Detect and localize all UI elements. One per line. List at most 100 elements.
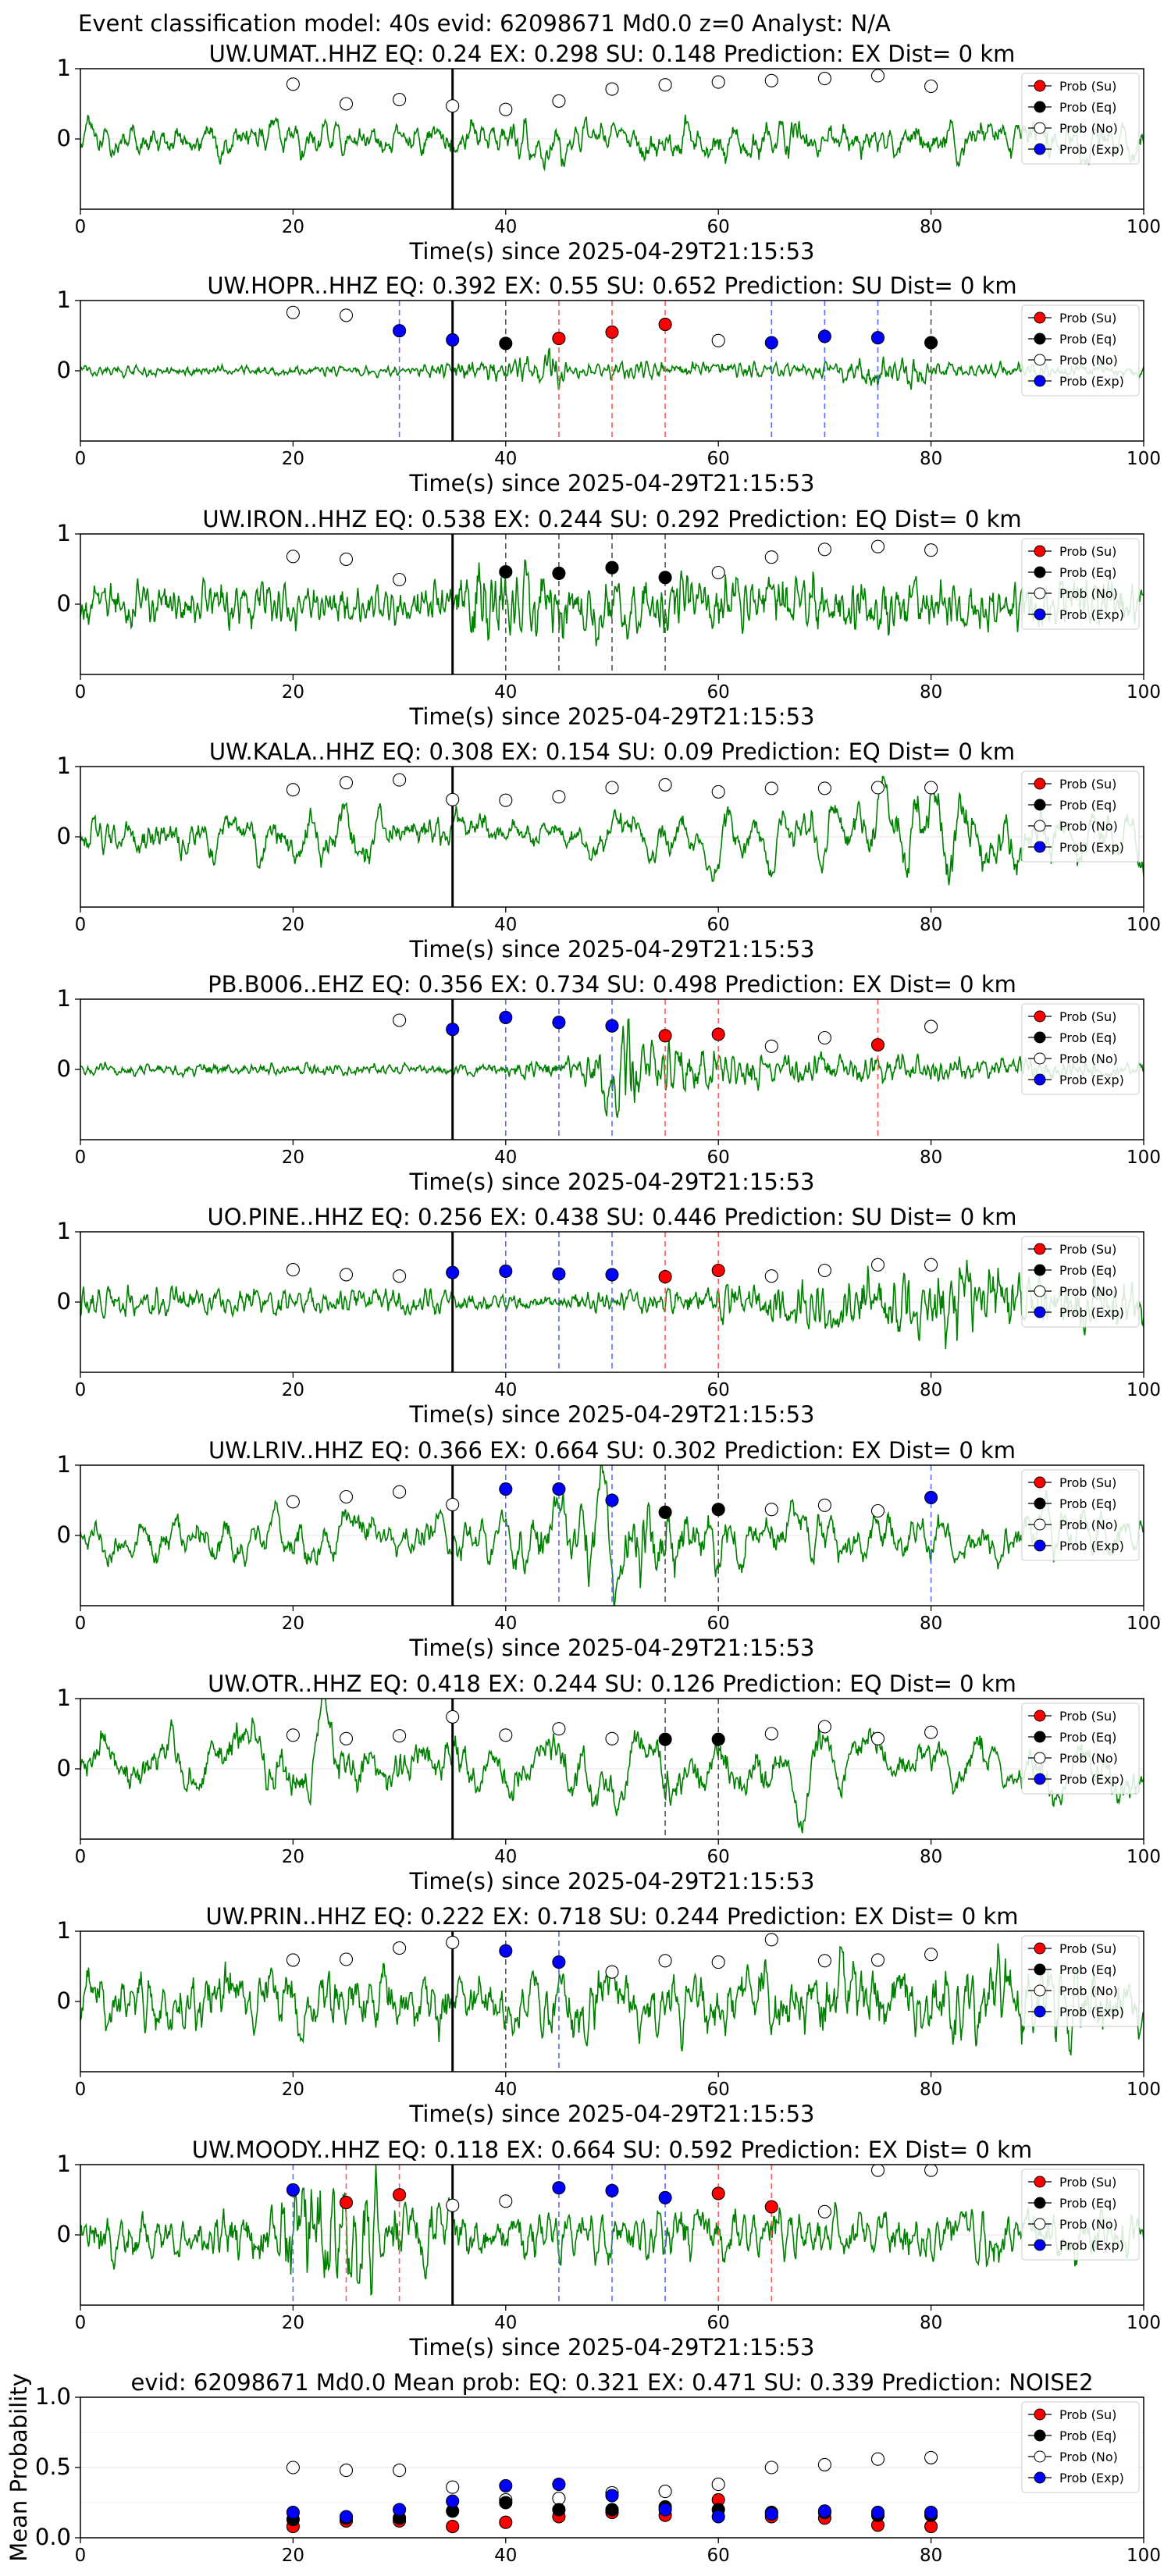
prob-point-eq: [658, 1732, 672, 1746]
y-tick-label: 0: [57, 1055, 71, 1082]
chart-panel: UW.PRIN..HHZ EQ: 0.222 EX: 0.718 SU: 0.2…: [57, 1903, 1161, 2127]
y-tick-label: 0: [57, 125, 71, 151]
legend-marker-exp: [1034, 2471, 1046, 2484]
prob-point-exp: [817, 2504, 831, 2518]
prob-point-no: [764, 1269, 778, 1283]
prob-point-no: [552, 2492, 566, 2506]
prob-point-exp: [499, 2478, 513, 2492]
prob-point-no: [764, 1933, 778, 1947]
prob-point-no: [924, 1258, 938, 1272]
x-tick-label: 20: [282, 1614, 304, 1634]
prob-point-exp: [870, 2506, 885, 2520]
prob-point-no: [286, 1263, 300, 1277]
x-tick-label: 80: [920, 2313, 942, 2333]
prob-point-no: [924, 2450, 938, 2464]
x-tick-label: 20: [282, 1147, 304, 1168]
legend-label: Prob (No): [1059, 2217, 1118, 2232]
panel-title: UO.PINE..HHZ EQ: 0.256 EX: 0.438 SU: 0.4…: [208, 1204, 1017, 1230]
legend-box: [1021, 73, 1140, 165]
legend: Prob (Su) Prob (Eq) Prob (No) Prob (Exp): [1021, 1003, 1140, 1095]
x-tick-label: 40: [494, 1847, 517, 1867]
panels: UW.UMAT..HHZ EQ: 0.24 EX: 0.298 SU: 0.14…: [5, 41, 1161, 2566]
prob-point-exp: [552, 2181, 566, 2195]
legend: Prob (Su) Prob (Eq) Prob (No) Prob (Exp): [1021, 73, 1140, 165]
plot-area: [80, 2165, 1144, 2305]
x-tick-label: 100: [1127, 2313, 1161, 2333]
panel-title: UW.IRON..HHZ EQ: 0.538 EX: 0.244 SU: 0.2…: [202, 506, 1021, 532]
prob-point-su: [764, 2200, 778, 2214]
prob-point-eq: [924, 336, 938, 350]
legend-marker-eq: [1034, 1731, 1046, 1743]
prob-point-eq: [499, 565, 513, 579]
y-tick-label: 0: [57, 1521, 71, 1548]
x-tick-label: 0: [75, 449, 87, 469]
legend: Prob (Su) Prob (Eq) Prob (No) Prob (Exp): [1021, 1935, 1140, 2027]
y-tick-label: 0: [57, 1288, 71, 1315]
legend-marker-eq: [1034, 1497, 1046, 1510]
x-tick-label: 40: [494, 1380, 517, 1400]
prob-point-exp: [924, 1490, 938, 1504]
x-tick-label: 100: [1127, 915, 1161, 935]
waveform-trace: [80, 1699, 1144, 1834]
prob-point-exp: [499, 1944, 513, 1958]
legend-marker-eq: [1034, 1963, 1046, 1976]
prob-point-no: [286, 783, 300, 797]
legend-label: Prob (Eq): [1059, 1496, 1116, 1511]
legend-label: Prob (Eq): [1059, 332, 1116, 347]
y-tick-label: 1: [57, 286, 71, 313]
y-tick-label: 1: [57, 1218, 71, 1244]
prob-point-no: [605, 1731, 619, 1745]
panel-title: UW.UMAT..HHZ EQ: 0.24 EX: 0.298 SU: 0.14…: [209, 41, 1016, 67]
x-tick-label: 0: [75, 682, 87, 703]
prob-point-no: [286, 77, 300, 91]
legend-label: Prob (Eq): [1059, 798, 1116, 813]
plot-area: [80, 301, 1144, 441]
prob-point-exp: [924, 2506, 938, 2520]
legend-marker-su: [1034, 1243, 1046, 1255]
chart-panel: UW.IRON..HHZ EQ: 0.538 EX: 0.244 SU: 0.2…: [57, 506, 1161, 730]
prob-point-no: [658, 2485, 672, 2499]
legend-marker-exp: [1034, 2239, 1046, 2251]
chart-panel: UW.UMAT..HHZ EQ: 0.24 EX: 0.298 SU: 0.14…: [57, 41, 1161, 265]
legend-marker-no: [1034, 1052, 1046, 1065]
prob-point-no: [286, 1728, 300, 1742]
prob-point-no: [711, 75, 725, 89]
x-tick-label: 0: [75, 217, 87, 237]
prob-point-exp: [286, 2506, 300, 2520]
y-tick-label: 0.5: [35, 2453, 71, 2480]
prob-point-exp: [605, 1019, 619, 1033]
prob-point-su: [499, 2515, 513, 2529]
legend-marker-no: [1034, 1752, 1046, 1764]
prob-point-no: [446, 2480, 460, 2494]
prob-point-exp: [552, 1955, 566, 1969]
prob-point-no: [605, 82, 619, 96]
chart-panel: UW.MOODY..HHZ EQ: 0.118 EX: 0.664 SU: 0.…: [57, 2137, 1161, 2361]
prob-point-exp: [658, 2190, 672, 2204]
y-tick-label: 0: [57, 357, 71, 383]
legend-label: Prob (No): [1059, 2450, 1118, 2464]
prob-point-no: [870, 1953, 885, 1967]
prob-point-no: [339, 1489, 354, 1504]
x-tick-label: 40: [494, 1614, 517, 1634]
x-tick-label: 100: [1127, 1147, 1161, 1168]
prob-point-no: [817, 781, 831, 795]
prob-point-no: [339, 1268, 354, 1282]
prob-point-no: [711, 2478, 725, 2492]
prob-point-eq: [499, 336, 513, 350]
prob-point-no: [924, 1948, 938, 1962]
plot-area: [80, 69, 1144, 209]
prob-point-no: [764, 781, 778, 795]
prob-point-eq: [499, 2496, 513, 2510]
x-tick-label: 100: [1127, 1614, 1161, 1634]
legend-box: [1021, 2401, 1140, 2493]
legend-label: Prob (Su): [1059, 777, 1116, 792]
legend-label: Prob (No): [1059, 1284, 1118, 1299]
prob-point-no: [339, 97, 354, 111]
legend-label: Prob (Su): [1059, 79, 1116, 94]
prob-point-exp: [552, 2478, 566, 2492]
x-axis-label: Time(s) since 2025-04-29T21:15:53: [409, 1169, 815, 1195]
legend-marker-eq: [1034, 566, 1046, 578]
legend-marker-no: [1034, 2218, 1046, 2230]
panel-title: evid: 62098671 Md0.0 Mean prob: EQ: 0.32…: [130, 2369, 1093, 2396]
x-tick-label: 40: [494, 1147, 517, 1168]
